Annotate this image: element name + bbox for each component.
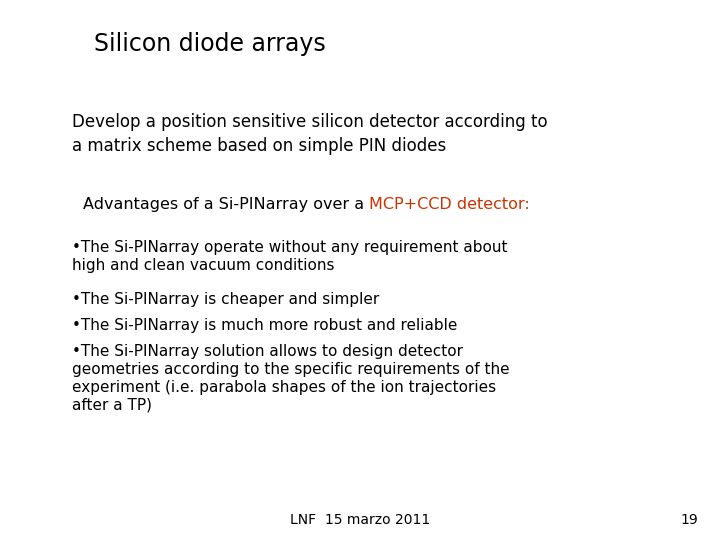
Text: Advantages of a Si-PINarray over a: Advantages of a Si-PINarray over a bbox=[83, 197, 369, 212]
Text: •The Si-PINarray is cheaper and simpler: •The Si-PINarray is cheaper and simpler bbox=[72, 292, 379, 307]
Text: •The Si-PINarray operate without any requirement about
high and clean vacuum con: •The Si-PINarray operate without any req… bbox=[72, 240, 508, 273]
Text: Silicon diode arrays: Silicon diode arrays bbox=[94, 32, 325, 56]
Text: •The Si-PINarray solution allows to design detector
geometries according to the : •The Si-PINarray solution allows to desi… bbox=[72, 344, 510, 413]
Text: MCP+CCD detector:: MCP+CCD detector: bbox=[369, 197, 530, 212]
Text: 19: 19 bbox=[680, 512, 698, 526]
Text: Develop a position sensitive silicon detector according to
a matrix scheme based: Develop a position sensitive silicon det… bbox=[72, 113, 548, 155]
Text: •The Si-PINarray is much more robust and reliable: •The Si-PINarray is much more robust and… bbox=[72, 318, 457, 333]
Text: LNF  15 marzo 2011: LNF 15 marzo 2011 bbox=[290, 512, 430, 526]
